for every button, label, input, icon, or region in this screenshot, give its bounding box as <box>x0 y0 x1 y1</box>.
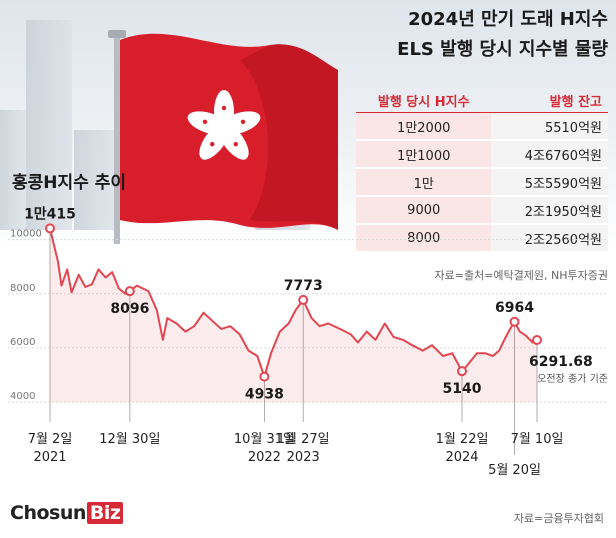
table-row: 8000 2조2560억원 <box>356 224 608 253</box>
table-cell: 2조2560억원 <box>491 224 608 253</box>
table-cell: 1만1000 <box>356 140 492 169</box>
y-tick-label: 4000 <box>10 391 35 402</box>
table-cell: 2조1950억원 <box>491 196 608 225</box>
logo-box: Biz <box>86 502 124 524</box>
annotation-label: 5140 <box>443 381 482 397</box>
data-point <box>532 334 542 345</box>
hong-kong-flag <box>108 30 338 244</box>
data-point <box>45 223 55 234</box>
table-header-row: 발행 당시 H지수 발행 잔고 <box>356 88 608 113</box>
data-point <box>509 316 520 327</box>
flag-pole <box>114 32 120 244</box>
x-tick-label: 1월 27일 <box>277 432 330 447</box>
chosunbiz-logo: Chosun Biz <box>10 502 124 524</box>
table-cell: 5510억원 <box>491 112 608 141</box>
table-header: 발행 당시 H지수 <box>356 88 492 113</box>
headline-line-2: ELS 발행 당시 지수별 물량 <box>397 39 608 60</box>
x-guide-lines <box>49 228 538 455</box>
y-tick-label: 6000 <box>10 337 35 348</box>
table-row: 1만2000 5510억원 <box>356 112 608 141</box>
headline-line-1: 2024년 만기 도래 H지수 <box>408 9 608 30</box>
chart-source: 자료=금융투자협회 <box>513 512 604 525</box>
x-tick-label: 7월 10일 <box>511 432 564 447</box>
annotation-note: 오전장 종가 기준 <box>537 373 608 385</box>
data-point <box>457 366 468 377</box>
chart-grid <box>8 239 608 403</box>
x-year-label: 2022 <box>248 450 281 465</box>
table-row: 1만 5조5590억원 <box>356 168 608 197</box>
y-axis-labels: 10000 8000 6000 4000 <box>10 229 42 402</box>
annotation-label: 6964 <box>495 300 534 316</box>
table-cell: 8000 <box>356 224 492 253</box>
series-line <box>49 228 538 378</box>
x-tick-label: 12월 30일 <box>99 432 160 447</box>
table-source: 자료=출처=예탁결제원, NH투자증권 <box>434 269 609 282</box>
annotation-label: 6291.68 <box>529 354 593 370</box>
x-year-label: 2024 <box>445 450 478 465</box>
annotation-label: 7773 <box>284 278 323 294</box>
table-cell: 1만2000 <box>356 112 492 141</box>
background-building <box>26 20 72 230</box>
annotation-label: 1만415 <box>24 206 76 222</box>
table-cell: 9000 <box>356 196 492 225</box>
y-tick-label: 8000 <box>10 283 35 294</box>
x-year-label: 2021 <box>33 450 66 465</box>
flag-shade <box>240 44 338 230</box>
x-tick-label: 7월 2일 <box>28 432 73 447</box>
logo-text: Chosun <box>10 502 86 524</box>
annotation-points <box>45 223 542 382</box>
annotation-label: 8096 <box>110 301 149 317</box>
data-point <box>124 286 135 297</box>
table-row: 1만1000 4조6760억원 <box>356 140 608 169</box>
annotation-label: 4938 <box>245 387 284 403</box>
flag-pole-cap <box>108 30 126 38</box>
issuance-table: 발행 당시 H지수 발행 잔고 1만2000 5510억원 1만1000 4조6… <box>356 88 608 253</box>
table-header: 발행 잔고 <box>491 88 608 113</box>
x-year-label: 2023 <box>287 450 320 465</box>
table-cell: 1만 <box>356 168 492 197</box>
y-tick-label: 10000 <box>10 229 42 240</box>
x-axis-labels: 7월 2일 2021 12월 30일 10월 31일 2022 1월 27일 2023 1월 … <box>28 432 564 478</box>
table-row: 9000 2조1950억원 <box>356 196 608 225</box>
data-point <box>298 294 309 305</box>
table-cell: 5조5590억원 <box>491 168 608 197</box>
chart-title: 홍콩H지수 추이 <box>12 173 126 193</box>
data-point <box>259 371 270 382</box>
x-tick-label: 1월 22일 <box>436 432 489 447</box>
background-building <box>0 110 26 230</box>
x-tick-label: 5월 20일 <box>488 463 541 478</box>
table-cell: 4조6760억원 <box>491 140 608 169</box>
annotation-labels: 1만415 8096 4938 7773 5140 6964 6291.68 오전장 종가 기… <box>24 206 608 402</box>
x-tick-label: 10월 31일 <box>234 432 295 447</box>
background-building <box>74 130 114 230</box>
bauhinia-emblem <box>187 90 261 160</box>
